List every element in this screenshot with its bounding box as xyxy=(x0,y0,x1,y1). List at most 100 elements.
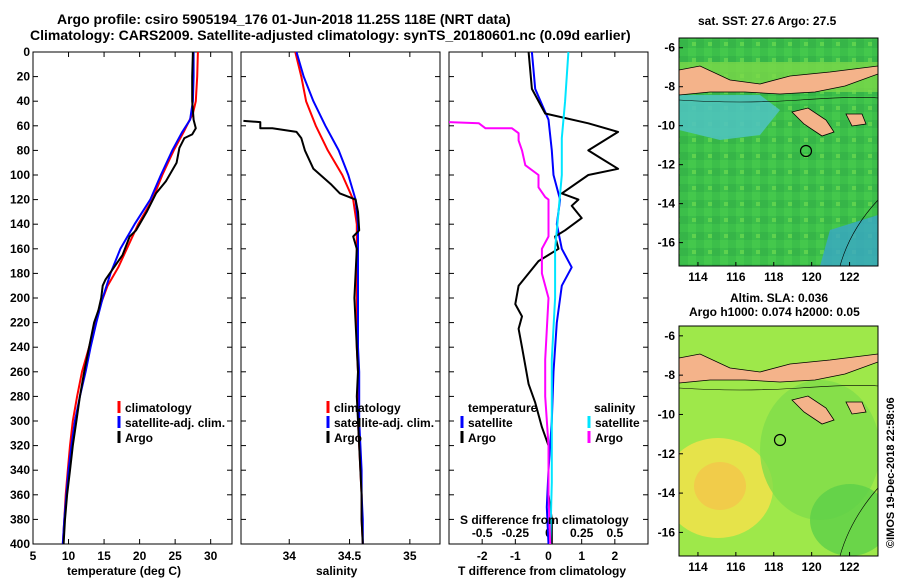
y-tick-label: 20 xyxy=(17,70,31,84)
sst-map-axes: 114 116 118 120 122 -6 -8 -10 -12 -14 -16 xyxy=(658,41,860,284)
bathymetry-contour xyxy=(839,199,878,266)
sla-field xyxy=(694,462,746,510)
legend-s-satellite-label: satellite xyxy=(595,416,640,430)
x2-tick-label: -0.5 xyxy=(472,526,493,540)
y-tick-label: 320 xyxy=(10,439,30,453)
map-y-tick-label: -10 xyxy=(658,119,676,133)
difference-series xyxy=(448,51,620,545)
figure-title-line2: Climatology: CARS2009. Satellite-adjuste… xyxy=(30,27,631,43)
island-landmass xyxy=(679,353,878,384)
temperature-panel: 0 20 40 60 80 100 120 140 160 180 200 220 240 260 280 3… xyxy=(10,45,233,578)
y-tick-label: 180 xyxy=(10,266,30,280)
legend-satellite-label: satellite-adj. clim. xyxy=(125,416,225,430)
y-tick-label: 0 xyxy=(23,45,30,59)
argo-profile-marker xyxy=(773,433,787,447)
legend-salinity-heading: salinity xyxy=(594,401,636,415)
island-landmass xyxy=(845,401,867,415)
legend-argo-label: Argo xyxy=(125,431,153,445)
temperature-xlabel: temperature (deg C) xyxy=(67,564,181,578)
temperature-plot-frame xyxy=(32,51,233,545)
legend-climatology-label: climatology xyxy=(334,401,401,415)
argo-profile-marker xyxy=(799,144,813,158)
temperature-series xyxy=(61,51,199,545)
difference-top-axis-label: S difference from climatology xyxy=(460,513,629,527)
map-y-tick-label: -14 xyxy=(658,486,676,500)
x-tick-label: 20 xyxy=(133,549,147,563)
x-tick-label: 5 xyxy=(30,549,37,563)
x2-tick-label: -0.25 xyxy=(502,526,530,540)
sst-map-title: sat. SST: 27.6 Argo: 27.5 xyxy=(698,14,837,28)
island-landmass xyxy=(791,395,835,425)
map-x-tick-label: 114 xyxy=(688,270,708,284)
x-tick-label: -2 xyxy=(477,549,488,563)
map-y-tick-label: -10 xyxy=(658,407,676,421)
y-tick-label: 280 xyxy=(10,389,30,403)
legend-t-argo-label: Argo xyxy=(468,431,496,445)
x-tick-label: 34.5 xyxy=(338,549,362,563)
legend-satellite-label: satellite-adj. clim. xyxy=(334,416,434,430)
series-line-satellite-adj-clim- xyxy=(295,51,364,544)
sla-map-title: Altim. SLA: 0.036 xyxy=(730,291,828,305)
series-line-satellite-adj-clim- xyxy=(61,52,195,545)
x-tick-label: 2 xyxy=(611,549,618,563)
y-tick-label: 140 xyxy=(10,217,30,231)
y-tick-label: 220 xyxy=(10,316,30,330)
island-landmass xyxy=(791,107,835,137)
sla-field xyxy=(810,484,878,556)
sst-map: sat. SST: 27.6 Argo: 27.5 114 116 118 120 12… xyxy=(658,14,879,284)
difference-xlabel: T difference from climatology xyxy=(458,564,626,578)
x-tick-label: 35 xyxy=(403,549,417,563)
y-tick-label: 120 xyxy=(10,193,30,207)
map-x-tick-label: 118 xyxy=(764,270,784,284)
x-tick-label: 25 xyxy=(168,549,182,563)
map-y-tick-label: -6 xyxy=(664,329,675,343)
map-x-tick-label: 122 xyxy=(840,560,860,574)
map-x-tick-label: 120 xyxy=(802,560,822,574)
difference-axes: -2 -1 0 1 2-0.5 -0.25 0 0.25 0.5 xyxy=(449,51,648,563)
map-y-tick-label: -8 xyxy=(664,80,675,94)
map-x-tick-label: 116 xyxy=(726,560,746,574)
series-line-argo xyxy=(243,119,364,545)
sst-cool-patch xyxy=(820,215,878,266)
figure-title-line1: Argo profile: csiro 5905194_176 01-Jun-2… xyxy=(57,11,511,27)
sst-cool-patch xyxy=(679,95,780,140)
y-tick-label: 160 xyxy=(10,242,30,256)
x-tick-label: 30 xyxy=(204,549,218,563)
map-x-tick-label: 120 xyxy=(802,270,822,284)
y-tick-label: 240 xyxy=(10,340,30,354)
bathymetry-contour xyxy=(679,385,878,391)
series-line-salinity-argo xyxy=(448,121,552,545)
y-tick-label: 300 xyxy=(10,414,30,428)
map-y-tick-label: -12 xyxy=(658,447,676,461)
island-landmass xyxy=(679,65,878,96)
island-landmass xyxy=(845,113,867,127)
salinity-series xyxy=(243,51,364,545)
y-tick-label: 360 xyxy=(10,488,30,502)
imos-watermark: ©IMOS 19-Dec-2018 22:58:06 xyxy=(885,397,897,548)
y-tick-label: 100 xyxy=(10,168,30,182)
map-x-tick-label: 114 xyxy=(688,560,708,574)
series-line-temperature-satellite xyxy=(530,51,573,545)
series-line-salinity-satellite xyxy=(549,51,570,545)
x-tick-label: 1 xyxy=(578,549,585,563)
temperature-legend: climatology satellite-adj. clim. Argo xyxy=(117,401,225,445)
x-tick-label: 0 xyxy=(545,549,552,563)
x2-tick-label: 0.5 xyxy=(606,526,623,540)
map-x-tick-label: 118 xyxy=(764,560,784,574)
map-y-tick-label: -12 xyxy=(658,158,676,172)
y-tick-label: 80 xyxy=(17,143,31,157)
legend-temperature-heading: temperature xyxy=(468,401,538,415)
salinity-legend: climatology satellite-adj. clim. Argo xyxy=(326,401,434,445)
salinity-plot-frame xyxy=(240,51,441,545)
legend-climatology-label: climatology xyxy=(125,401,192,415)
map-y-tick-label: -8 xyxy=(664,368,675,382)
y-tick-label: 340 xyxy=(10,463,30,477)
series-line-argo xyxy=(62,51,197,545)
difference-legend: temperature salinity satellite Argo sate… xyxy=(460,401,640,445)
y-tick-label: 400 xyxy=(10,537,30,551)
salinity-panel: 34 34.5 35 climatology satellite-adj. clim… xyxy=(240,51,441,578)
map-y-tick-label: -16 xyxy=(658,525,676,539)
y-tick-label: 380 xyxy=(10,512,30,526)
map-x-tick-label: 116 xyxy=(726,270,746,284)
